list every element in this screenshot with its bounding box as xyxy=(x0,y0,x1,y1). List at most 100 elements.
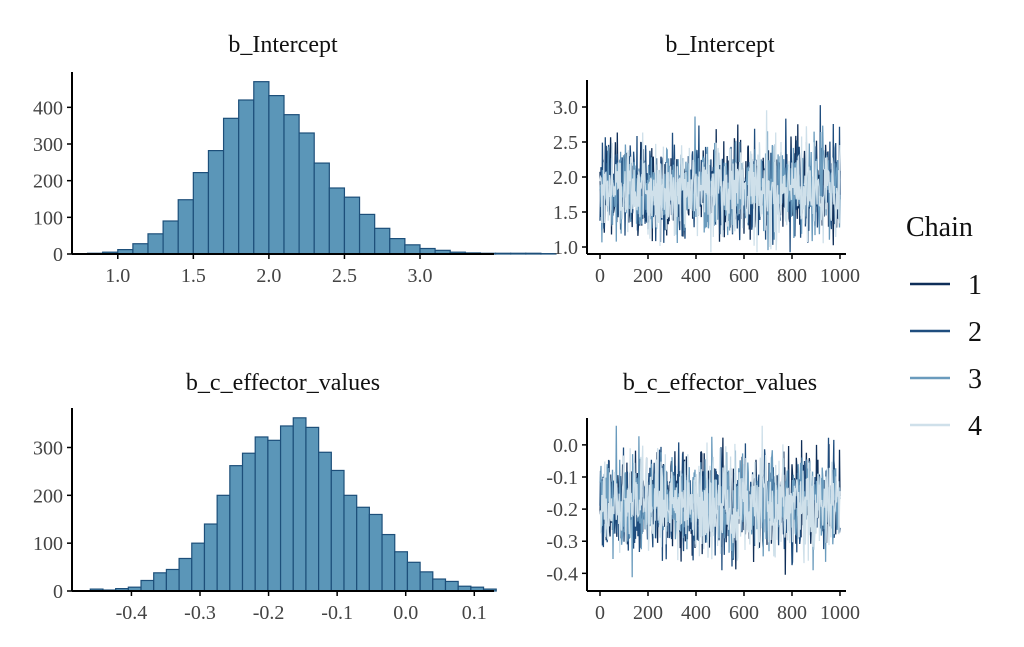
plot-area: 1.0 1.5 2.0 2.5 3.0 0 200 400 600 800 1000 xyxy=(553,80,860,287)
x-tick-label: 0.0 xyxy=(393,602,418,624)
y-tick-label: -0.1 xyxy=(546,467,578,489)
histogram-bar xyxy=(318,451,332,592)
y-tick-label: 200 xyxy=(33,485,63,507)
histogram-bar xyxy=(253,81,270,255)
y-tick-label: -0.2 xyxy=(546,499,578,521)
x-tick-label: 800 xyxy=(777,602,807,624)
histogram-bar xyxy=(444,580,459,592)
x-tick-label: -0.3 xyxy=(184,602,216,624)
y-tick-label: 0 xyxy=(53,581,63,603)
y-tick-label: -0.4 xyxy=(546,563,578,585)
x-tick-label: 1.0 xyxy=(105,265,130,287)
panel-title: b_Intercept xyxy=(665,32,775,58)
x-tick-label: 200 xyxy=(633,602,663,624)
histogram-bar xyxy=(328,187,346,255)
x-tick-label: 800 xyxy=(777,265,807,287)
histogram-bar xyxy=(132,243,149,255)
legend-title: Chain xyxy=(906,212,973,243)
panel-title: b_c_effector_values xyxy=(623,370,817,396)
histogram-bar xyxy=(178,557,193,592)
x-tick-label: 1000 xyxy=(820,602,860,624)
histogram-bar xyxy=(358,213,376,255)
histogram-bar xyxy=(406,561,421,592)
chain-legend: Chain 1 2 3 4 xyxy=(906,212,982,442)
histogram-bar xyxy=(394,551,409,592)
histogram-bar xyxy=(222,117,240,255)
x-tick-label: 2.0 xyxy=(256,265,281,287)
x-tick-label: 2.5 xyxy=(332,265,357,287)
panel-effector-trace: b_c_effector_values 0.0 -0.1 -0.2 -0.3 -0.4 0… xyxy=(546,370,860,624)
x-tick-label: 0.1 xyxy=(462,602,487,624)
histogram-bar xyxy=(207,150,225,255)
legend-label: 2 xyxy=(968,317,982,348)
trace-line-chain-4 xyxy=(599,110,841,253)
x-tick-label: 400 xyxy=(681,602,711,624)
plot-area: 0 100 200 300 400 1.0 1.5 2.0 2.5 3.0 xyxy=(33,72,557,287)
x-tick-label: 0 xyxy=(595,265,605,287)
histogram-bar xyxy=(368,513,383,592)
y-tick-label: 100 xyxy=(33,533,63,555)
x-tick-label: 0 xyxy=(595,602,605,624)
histogram-bar xyxy=(165,568,180,592)
plot-area: 0 100 200 300 -0.4 -0.3 -0.2 -0.1 0.0 0.1 xyxy=(33,408,497,624)
histogram-bar xyxy=(192,172,210,255)
x-tick-label: 200 xyxy=(633,265,663,287)
y-tick-label: 0.0 xyxy=(553,435,578,457)
histogram-bar xyxy=(525,252,542,255)
y-tick-label: 100 xyxy=(33,207,63,229)
panel-title: b_c_effector_values xyxy=(186,370,380,396)
legend-label: 3 xyxy=(968,364,982,395)
x-tick-label: -0.4 xyxy=(116,602,148,624)
trace-line-chain-4 xyxy=(599,425,841,564)
y-tick-label: 300 xyxy=(33,134,63,156)
legend-items: 1 2 3 4 xyxy=(910,270,982,442)
y-tick-label: 200 xyxy=(33,171,63,193)
histogram-bar xyxy=(279,425,294,592)
legend-label: 1 xyxy=(968,270,982,301)
x-tick-label: -0.2 xyxy=(253,602,285,624)
histogram-bar xyxy=(147,233,164,255)
histogram-bar xyxy=(203,523,218,592)
histogram-bar xyxy=(432,578,447,592)
histogram-bar xyxy=(292,417,307,592)
histogram-bar xyxy=(267,439,282,592)
y-tick-label: -0.3 xyxy=(546,531,578,553)
histogram-bar xyxy=(389,238,406,255)
histogram-bar xyxy=(305,426,320,592)
histogram-bar xyxy=(510,252,527,255)
histogram-bar xyxy=(177,199,194,255)
y-tick-label: 300 xyxy=(33,437,63,459)
x-tick-label: 1000 xyxy=(820,265,860,287)
histogram-bar xyxy=(494,252,512,255)
x-tick-label: 1.5 xyxy=(181,265,206,287)
histogram-bar xyxy=(153,572,168,592)
y-tick-label: 400 xyxy=(33,97,63,119)
histogram-bar xyxy=(268,94,285,255)
histogram-bar xyxy=(330,469,345,592)
y-tick-label: 3.0 xyxy=(553,97,578,119)
histogram-bar xyxy=(238,99,255,255)
histogram-bar xyxy=(254,436,269,592)
histogram-bar xyxy=(140,579,155,592)
panel-title: b_Intercept xyxy=(228,32,338,58)
histogram-bar xyxy=(343,196,361,255)
y-tick-label: 2.5 xyxy=(553,132,578,154)
x-tick-label: 600 xyxy=(729,265,759,287)
y-tick-label: 2.0 xyxy=(553,167,578,189)
histogram-bar xyxy=(283,114,300,255)
y-tick-label: 1.0 xyxy=(553,237,578,259)
histogram-bar xyxy=(216,494,231,592)
x-tick-label: -0.1 xyxy=(321,602,353,624)
legend-label: 4 xyxy=(968,411,982,442)
histogram-bar xyxy=(241,452,256,592)
panel-intercept-trace: b_Intercept 1.0 1.5 2.0 2.5 3.0 0 200 400 600 800… xyxy=(553,32,860,287)
histogram-bar xyxy=(298,132,315,255)
histogram-bar xyxy=(313,162,330,255)
histogram-bar xyxy=(381,533,396,592)
histogram-bar xyxy=(343,494,358,592)
panel-effector-histogram: b_c_effector_values 0 100 200 300 -0.4 -0.3 -0… xyxy=(33,370,497,624)
histogram-bar xyxy=(229,465,244,592)
histogram-bar xyxy=(374,227,391,255)
histogram-bar xyxy=(191,542,206,592)
